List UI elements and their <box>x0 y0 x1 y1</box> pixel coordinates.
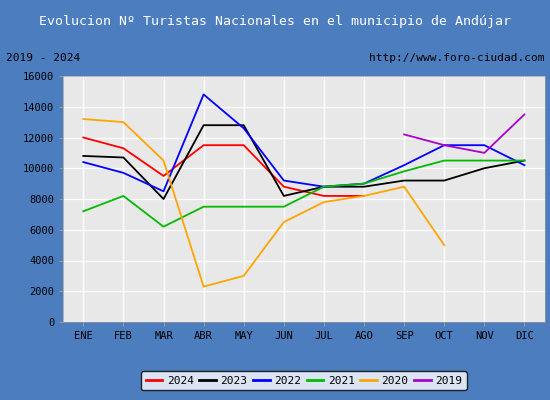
2022 <box>521 163 528 168</box>
2023 <box>200 123 207 128</box>
2022 <box>120 170 127 175</box>
2023 <box>481 166 488 171</box>
2020 <box>401 184 408 189</box>
Line: 2024: 2024 <box>83 138 364 196</box>
2021 <box>280 204 287 209</box>
2020 <box>280 220 287 224</box>
2020 <box>120 120 127 124</box>
2023 <box>361 184 367 189</box>
2022 <box>200 92 207 97</box>
2021 <box>200 204 207 209</box>
2021 <box>521 158 528 163</box>
2021 <box>441 158 448 163</box>
Text: 2019 - 2024: 2019 - 2024 <box>6 53 80 63</box>
2021 <box>481 158 488 163</box>
2021 <box>160 224 167 229</box>
2024 <box>200 143 207 148</box>
2022 <box>280 178 287 183</box>
2024 <box>120 146 127 151</box>
2020 <box>240 274 247 278</box>
Line: 2019: 2019 <box>404 114 525 153</box>
2019 <box>441 143 448 148</box>
2021 <box>321 184 327 189</box>
2023 <box>120 155 127 160</box>
2024 <box>280 184 287 189</box>
2019 <box>401 132 408 137</box>
Text: http://www.foro-ciudad.com: http://www.foro-ciudad.com <box>369 53 544 63</box>
2020 <box>441 243 448 248</box>
2021 <box>240 204 247 209</box>
2024 <box>361 194 367 198</box>
2022 <box>441 143 448 148</box>
2023 <box>160 196 167 201</box>
2024 <box>160 174 167 178</box>
2020 <box>80 117 86 122</box>
2023 <box>240 123 247 128</box>
2021 <box>401 169 408 174</box>
2022 <box>80 160 86 164</box>
2021 <box>80 209 86 214</box>
2023 <box>401 178 408 183</box>
2019 <box>481 150 488 155</box>
2022 <box>361 181 367 186</box>
2022 <box>321 184 327 189</box>
2020 <box>160 158 167 163</box>
2024 <box>240 143 247 148</box>
Text: Evolucion Nº Turistas Nacionales en el municipio de Andújar: Evolucion Nº Turistas Nacionales en el m… <box>39 14 511 28</box>
2023 <box>321 184 327 189</box>
2019 <box>521 112 528 117</box>
2020 <box>321 200 327 204</box>
2022 <box>481 143 488 148</box>
2023 <box>80 154 86 158</box>
Legend: 2024, 2023, 2022, 2021, 2020, 2019: 2024, 2023, 2022, 2021, 2020, 2019 <box>141 371 466 390</box>
2024 <box>321 194 327 198</box>
2023 <box>280 194 287 198</box>
2022 <box>240 126 247 131</box>
2021 <box>361 181 367 186</box>
2024 <box>80 135 86 140</box>
2023 <box>441 178 448 183</box>
Line: 2023: 2023 <box>83 125 525 199</box>
Line: 2021: 2021 <box>83 160 525 227</box>
2020 <box>200 284 207 289</box>
2022 <box>401 163 408 168</box>
2020 <box>361 194 367 198</box>
2021 <box>120 194 127 198</box>
Line: 2020: 2020 <box>83 119 444 287</box>
2022 <box>160 189 167 194</box>
Line: 2022: 2022 <box>83 94 525 191</box>
2023 <box>521 158 528 163</box>
